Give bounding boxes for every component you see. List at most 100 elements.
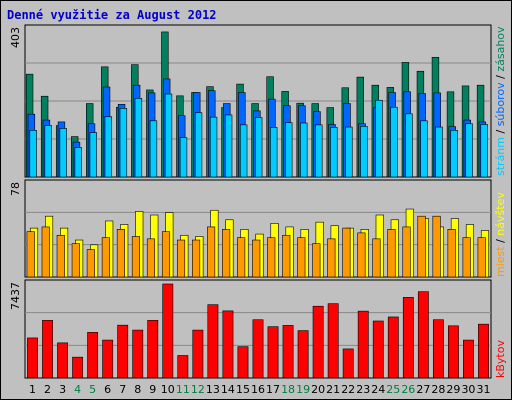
bar-kBytov-16: [252, 319, 264, 379]
bar-stránm-20: [315, 124, 323, 178]
bar-miest-25: [387, 229, 396, 278]
x-tick-label: 18: [281, 383, 295, 396]
bar-stránm-8: [134, 98, 143, 178]
chart-title: Denné využitie za August 2012: [7, 8, 217, 22]
bar-kBytov-11: [177, 355, 189, 379]
bar-miest-20: [312, 243, 321, 278]
legend-text: kBytov: [494, 340, 507, 378]
bar-stránm-24: [375, 99, 383, 178]
bar-kBytov-6: [102, 339, 114, 379]
bar-miest-7: [116, 229, 125, 278]
bar-kBytov-28: [432, 319, 444, 379]
bar-kBytov-8: [132, 329, 144, 379]
bar-kBytov-18: [282, 325, 294, 379]
bar-miest-21: [327, 238, 336, 278]
bar-stránm-25: [390, 106, 398, 178]
bar-miest-17: [267, 237, 276, 278]
bar-stránm-18: [285, 122, 293, 178]
x-tick-label: 11: [176, 383, 190, 396]
bar-miest-29: [447, 229, 456, 278]
bar-stránm-16: [254, 117, 263, 178]
bar-kBytov-23: [357, 310, 369, 379]
bar-stránm-15: [239, 124, 248, 178]
bar-miest-27: [417, 215, 426, 278]
bar-stránm-12: [194, 112, 203, 178]
x-tick-label: 29: [446, 383, 460, 396]
bar-kBytov-7: [117, 324, 129, 379]
bar-miest-8: [131, 236, 140, 278]
bar-kBytov-3: [57, 342, 68, 379]
bar-stránm-13: [209, 116, 218, 178]
y-axis-max-label-kbytes: 7437: [9, 282, 22, 310]
x-tick-label: 10: [161, 383, 175, 396]
bar-stránm-26: [405, 113, 413, 178]
bar-stránm-4: [74, 147, 82, 178]
bar-kBytov-17: [267, 326, 279, 379]
x-tick-label: 8: [134, 383, 141, 396]
bar-stránm-2: [44, 125, 52, 178]
x-tick-label: 2: [44, 383, 51, 396]
bar-miest-13: [207, 226, 216, 278]
x-tick-label: 27: [416, 383, 430, 396]
bar-kBytov-27: [417, 291, 429, 379]
legend-item-miest: miest: [494, 246, 507, 277]
bar-kBytov-19: [297, 330, 309, 379]
bar-stránm-6: [104, 116, 113, 178]
bar-kBytov-22: [342, 348, 354, 379]
chart-panels: 403 78 7437: [9, 24, 492, 379]
x-tick-label: 7: [119, 383, 126, 396]
bar-stránm-17: [270, 127, 278, 178]
bar-miest-11: [176, 239, 186, 278]
bar-stránm-31: [480, 124, 488, 178]
bar-stránm-21: [330, 127, 338, 178]
x-tick-label: 22: [341, 383, 355, 396]
bar-stránm-10: [164, 93, 173, 178]
bar-stránm-5: [89, 132, 98, 178]
bar-miest-10: [161, 231, 171, 278]
bar-miest-23: [357, 232, 366, 278]
legend-item-návštev: návštev: [494, 192, 507, 236]
bar-kBytov-4: [72, 356, 84, 379]
bar-stránm-19: [300, 122, 308, 178]
x-tick-label: 24: [371, 383, 385, 396]
bar-miest-16: [252, 239, 261, 278]
x-tick-label: 1: [29, 383, 36, 396]
bar-kBytov-12: [192, 329, 204, 379]
legend-item-zásahov: zásahov: [494, 26, 507, 72]
bar-miest-18: [282, 234, 291, 278]
bar-stránm-23: [360, 126, 368, 178]
bar-stránm-9: [149, 120, 158, 178]
bar-stránm-7: [119, 108, 128, 178]
bar-stránm-28: [435, 126, 443, 178]
x-tick-label: 14: [221, 383, 235, 396]
x-tick-label: 15: [236, 383, 250, 396]
legend-item-stránm: stránm: [494, 137, 507, 176]
bar-stránm-11: [179, 137, 188, 178]
bar-miest-22: [342, 227, 351, 278]
bar-miest-6: [101, 237, 110, 278]
x-tick-label: 21: [326, 383, 340, 396]
legends: stránm / súborov / zásahov miest / návšte…: [494, 26, 507, 378]
bar-kBytov-5: [87, 332, 99, 379]
legend-text: miest / návštev: [494, 192, 507, 277]
bar-kBytov-1: [27, 337, 38, 379]
bar-miest-15: [237, 237, 246, 278]
bar-miest-3: [56, 234, 65, 278]
legend-separator: /: [494, 236, 507, 247]
bar-kBytov-9: [147, 320, 159, 379]
x-tick-label: 30: [461, 383, 475, 396]
x-tick-label: 16: [251, 383, 265, 396]
bar-kBytov-31: [478, 323, 489, 379]
bar-miest-26: [402, 226, 411, 278]
bar-stránm-22: [345, 126, 353, 178]
x-tick-label: 6: [104, 383, 111, 396]
y-axis-max-label-hits-files-pages: 403: [9, 27, 22, 48]
bar-miest-31: [477, 237, 486, 278]
bar-miest-19: [297, 237, 306, 278]
bar-miest-5: [86, 249, 95, 278]
x-tick-label: 3: [59, 383, 66, 396]
y-axis-max-label-sites-visits: 78: [9, 182, 22, 196]
bar-stránm-27: [420, 120, 428, 178]
bar-stránm-14: [224, 114, 233, 178]
